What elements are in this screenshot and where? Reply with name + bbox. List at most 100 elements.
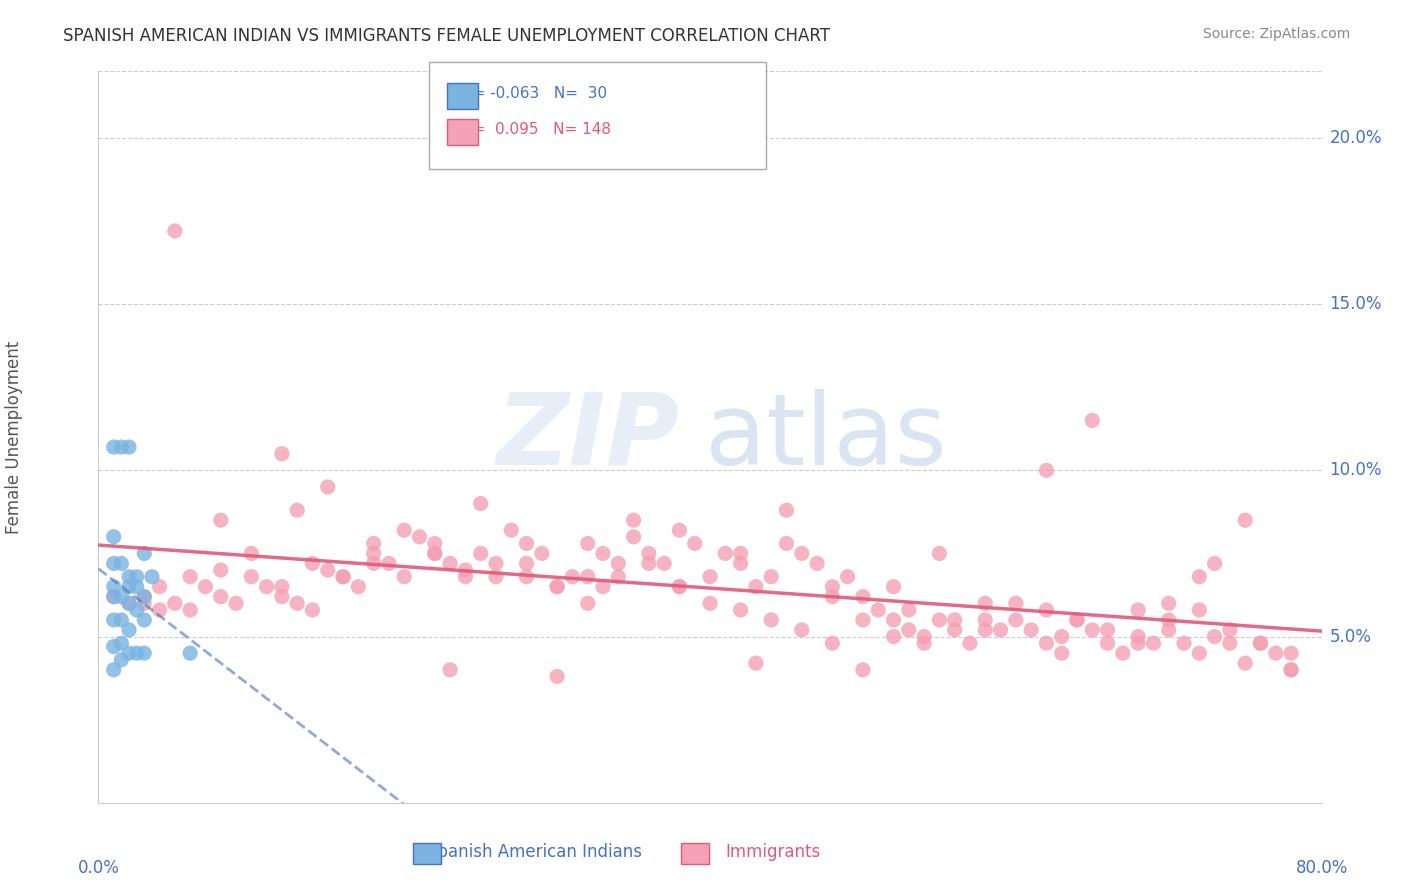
Immigrants <box>1204 630 1226 644</box>
Text: 80.0%: 80.0% <box>1295 859 1348 878</box>
Immigrants <box>1081 413 1104 427</box>
Immigrants <box>516 570 538 584</box>
Spanish American Indians <box>110 590 132 604</box>
Immigrants <box>928 613 950 627</box>
Immigrants <box>1234 513 1257 527</box>
Text: R =  0.095   N= 148: R = 0.095 N= 148 <box>457 122 612 136</box>
Immigrants <box>607 557 630 571</box>
Immigrants <box>363 546 385 560</box>
Immigrants <box>883 630 905 644</box>
Immigrants <box>439 663 461 677</box>
Immigrants <box>1279 646 1302 660</box>
Immigrants <box>699 570 721 584</box>
Immigrants <box>759 613 782 627</box>
Immigrants <box>576 596 599 610</box>
Immigrants <box>852 663 875 677</box>
Immigrants <box>209 513 232 527</box>
Spanish American Indians <box>134 613 156 627</box>
Immigrants <box>1112 646 1135 660</box>
Immigrants <box>897 623 920 637</box>
Immigrants <box>790 546 813 560</box>
Immigrants <box>883 613 905 627</box>
Immigrants <box>683 536 706 550</box>
Immigrants <box>209 590 232 604</box>
Immigrants <box>1157 596 1180 610</box>
Spanish American Indians <box>118 623 141 637</box>
Text: 0.0%: 0.0% <box>77 859 120 878</box>
Immigrants <box>179 603 201 617</box>
Spanish American Indians <box>118 570 141 584</box>
Immigrants <box>454 563 477 577</box>
Immigrants <box>270 580 292 594</box>
Immigrants <box>759 570 782 584</box>
Spanish American Indians <box>141 570 163 584</box>
Immigrants <box>423 546 446 560</box>
Immigrants <box>470 546 492 560</box>
Spanish American Indians <box>125 603 148 617</box>
Spanish American Indians <box>110 636 132 650</box>
Immigrants <box>1219 636 1241 650</box>
Immigrants <box>485 557 508 571</box>
Immigrants <box>1004 613 1026 627</box>
Spanish American Indians <box>103 557 125 571</box>
Immigrants <box>821 580 844 594</box>
Immigrants <box>974 613 997 627</box>
Immigrants <box>485 570 508 584</box>
Immigrants <box>546 580 568 594</box>
Text: 5.0%: 5.0% <box>1329 628 1371 646</box>
Immigrants <box>516 557 538 571</box>
Text: atlas: atlas <box>706 389 948 485</box>
Immigrants <box>530 546 553 560</box>
Spanish American Indians <box>179 646 201 660</box>
Text: 15.0%: 15.0% <box>1329 295 1382 313</box>
Immigrants <box>897 603 920 617</box>
Immigrants <box>1219 623 1241 637</box>
Immigrants <box>852 590 875 604</box>
Immigrants <box>516 536 538 550</box>
Immigrants <box>623 513 645 527</box>
Immigrants <box>1004 596 1026 610</box>
Immigrants <box>392 570 416 584</box>
Immigrants <box>470 497 492 511</box>
Immigrants <box>745 580 768 594</box>
Immigrants <box>775 536 797 550</box>
Immigrants <box>1050 646 1073 660</box>
Immigrants <box>1035 603 1057 617</box>
Spanish American Indians <box>134 590 156 604</box>
Immigrants <box>316 563 339 577</box>
Immigrants <box>363 536 385 550</box>
Immigrants <box>592 580 614 594</box>
Immigrants <box>1050 630 1073 644</box>
Immigrants <box>561 570 583 584</box>
Immigrants <box>790 623 813 637</box>
Immigrants <box>1128 630 1150 644</box>
Immigrants <box>868 603 890 617</box>
Immigrants <box>1019 623 1042 637</box>
Immigrants <box>990 623 1012 637</box>
Immigrants <box>392 523 416 537</box>
Immigrants <box>1234 656 1257 670</box>
Immigrants <box>209 563 232 577</box>
Immigrants <box>637 557 661 571</box>
Immigrants <box>149 580 172 594</box>
Immigrants <box>118 596 141 610</box>
Immigrants <box>256 580 278 594</box>
Immigrants <box>501 523 523 537</box>
Spanish American Indians <box>110 440 132 454</box>
Immigrants <box>423 546 446 560</box>
Immigrants <box>1264 646 1286 660</box>
Immigrants <box>1142 636 1164 650</box>
Immigrants <box>1128 636 1150 650</box>
Immigrants <box>959 636 981 650</box>
Immigrants <box>1081 623 1104 637</box>
Immigrants <box>179 570 201 584</box>
Immigrants <box>928 546 950 560</box>
Text: SPANISH AMERICAN INDIAN VS IMMIGRANTS FEMALE UNEMPLOYMENT CORRELATION CHART: SPANISH AMERICAN INDIAN VS IMMIGRANTS FE… <box>63 27 831 45</box>
Immigrants <box>1066 613 1088 627</box>
Immigrants <box>225 596 247 610</box>
Immigrants <box>943 623 966 637</box>
Text: 10.0%: 10.0% <box>1329 461 1382 479</box>
Spanish American Indians <box>118 440 141 454</box>
Spanish American Indians <box>125 646 148 660</box>
Immigrants <box>1097 623 1119 637</box>
